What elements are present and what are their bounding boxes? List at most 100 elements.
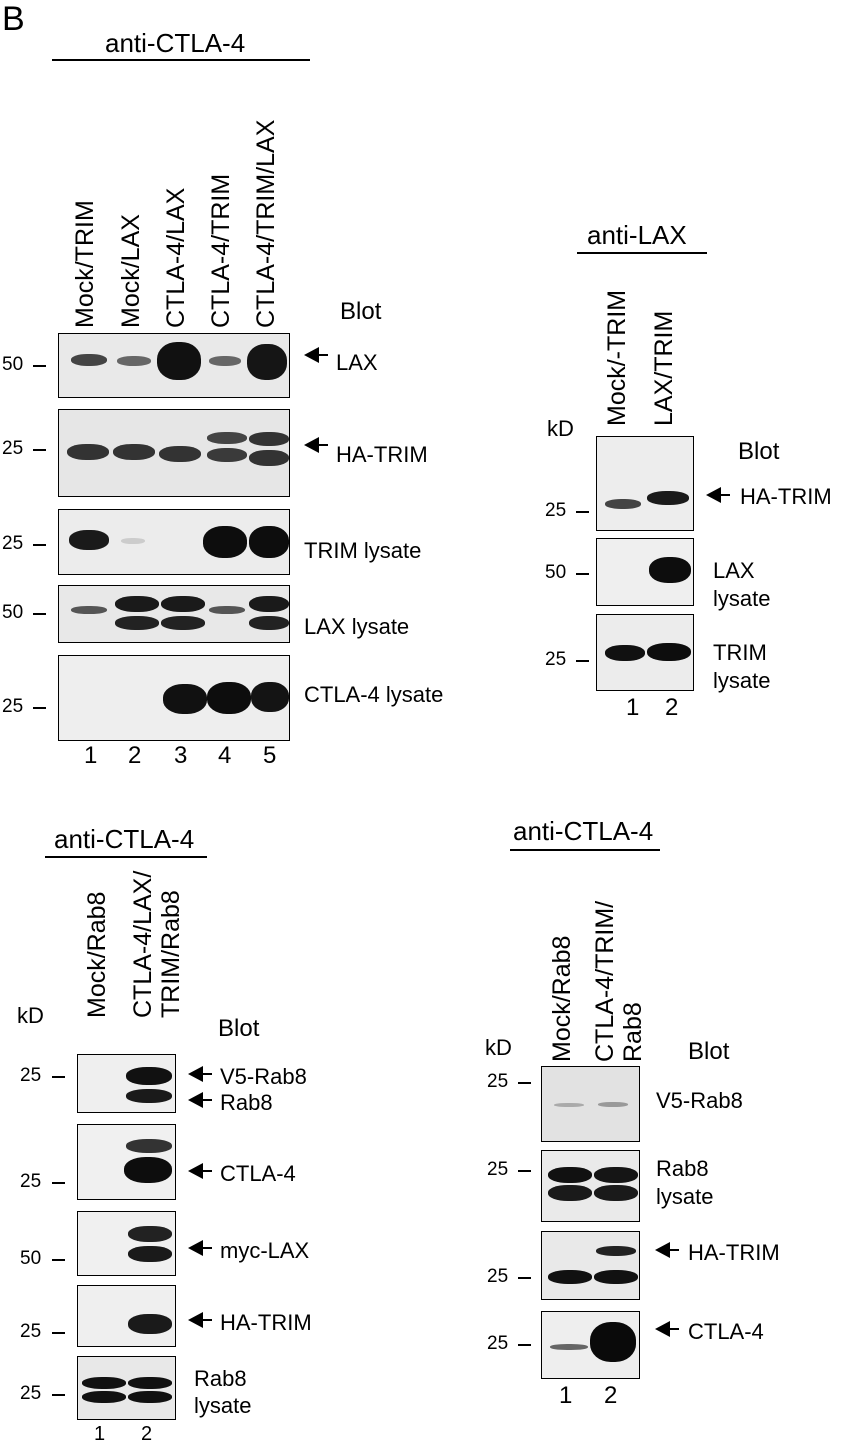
panel2-header-line [577, 252, 707, 254]
panel3-header-line [45, 856, 207, 858]
mw-marker: 25 [487, 1266, 509, 1287]
panel4-blot-label: Blot [688, 1038, 730, 1065]
panel3-lane-label-2a: CTLA-4/LAX/ [129, 870, 157, 1018]
arrow-icon [188, 1240, 212, 1256]
panel1-lane-number-5: 5 [263, 742, 277, 769]
panel2-row-label-trim: TRIM [713, 640, 767, 665]
mw-marker: 25 [545, 649, 567, 670]
panel2-lane-number-1: 1 [626, 694, 640, 721]
arrow-icon [188, 1066, 212, 1082]
mw-tick [518, 1277, 531, 1279]
mw-marker: 25 [20, 1321, 42, 1342]
panel1-blot-label: Blot [340, 298, 382, 325]
panel3-lane-number-1: 1 [94, 1423, 106, 1445]
mw-marker: 25 [20, 1065, 42, 1086]
mw-tick [576, 511, 589, 513]
panel1-row-label-lax-lysate: LAX lysate [304, 614, 410, 639]
mw-tick [576, 573, 589, 575]
panel2-row-label-trim-2: lysate [713, 668, 771, 693]
mw-tick [52, 1259, 65, 1261]
mw-marker: 25 [545, 500, 567, 521]
panel4-lane-label-2b: Rab8 [619, 1002, 647, 1062]
panel3-lane-label-2b: TRIM/Rab8 [157, 890, 185, 1018]
panel4-header: anti-CTLA-4 [513, 816, 654, 846]
panel3-row-label-myc-lax: myc-LAX [220, 1238, 310, 1263]
mw-marker: 50 [20, 1248, 42, 1269]
panel3-row-label-ctla4: CTLA-4 [220, 1161, 296, 1186]
arrow-icon [304, 437, 328, 453]
mw-tick [33, 544, 46, 546]
blot-panel3-rab8-lysate [77, 1356, 176, 1420]
mw-tick [518, 1082, 531, 1084]
panel3-row-label-rab8-lysate: Rab8 [194, 1366, 247, 1391]
panel1-header: anti-CTLA-4 [105, 28, 246, 58]
blot-panel3-myc-lax [77, 1211, 176, 1276]
blot-lax-lysate [58, 585, 290, 643]
panel1-row-label-lax: LAX [336, 350, 378, 375]
panel3-header: anti-CTLA-4 [54, 824, 195, 854]
panel3-lane-number-2: 2 [141, 1423, 153, 1445]
mw-marker: 50 [2, 354, 24, 375]
panel4-lane-number-2: 2 [604, 1382, 618, 1409]
panel1-row-label-trim-lysate: TRIM lysate [304, 538, 422, 563]
panel3-row-label-v5-rab8: V5-Rab8 [220, 1064, 307, 1089]
mw-tick [52, 1332, 65, 1334]
arrow-icon [188, 1163, 212, 1179]
mw-tick [33, 613, 46, 615]
mw-tick [52, 1182, 65, 1184]
panel1-lane-label-3: CTLA-4/LAX [162, 187, 190, 328]
panel2-row-label-lax: LAX [713, 558, 755, 583]
arrow-icon [655, 1321, 679, 1337]
panel1-lane-number-3: 3 [174, 742, 188, 769]
panel4-row-label-ctla4: CTLA-4 [688, 1319, 764, 1344]
panel4-header-line [510, 849, 660, 851]
panel4-lane-label-1: Mock/Rab8 [548, 935, 576, 1062]
panel2-row-label-ha-trim: HA-TRIM [740, 484, 832, 509]
blot-panel2-lax-lysate [596, 538, 694, 606]
mw-tick [33, 449, 46, 451]
arrow-icon [706, 487, 730, 503]
panel3-blot-label: Blot [218, 1015, 260, 1042]
panel2-lane-label-1: Mock/-TRIM [603, 289, 631, 426]
panel2-lane-number-2: 2 [665, 694, 679, 721]
mw-marker: 25 [2, 696, 24, 717]
panel1-lane-label-4: CTLA-4/TRIM [207, 173, 235, 328]
arrow-icon [188, 1312, 212, 1328]
blot-panel2-trim-lysate [596, 614, 694, 691]
blot-lax [58, 333, 290, 398]
panel2-blot-label: Blot [738, 438, 780, 465]
panel2-header: anti-LAX [587, 220, 687, 250]
blot-trim-lysate [58, 509, 290, 575]
mw-tick [52, 1394, 65, 1396]
panel1-row-label-ha-trim: HA-TRIM [336, 442, 428, 467]
arrow-icon [655, 1242, 679, 1258]
panel3-lane-label-1: Mock/Rab8 [83, 891, 111, 1018]
panel1-lane-number-4: 4 [218, 742, 232, 769]
blot-panel2-ha-trim [596, 436, 694, 531]
panel1-lane-number-1: 1 [84, 742, 98, 769]
mw-tick [518, 1344, 531, 1346]
blot-ctla4-lysate [58, 655, 290, 741]
panel2-lane-label-2: LAX/TRIM [650, 310, 678, 426]
mw-marker: 25 [20, 1383, 42, 1404]
panel1-lane-label-1: Mock/TRIM [71, 200, 99, 328]
panel3-row-label-rab8-lysate-2: lysate [194, 1393, 252, 1418]
mw-tick [576, 660, 589, 662]
panel4-row-label-rab8-2: lysate [656, 1184, 714, 1209]
mw-tick [518, 1170, 531, 1172]
mw-marker: 50 [2, 602, 24, 623]
panel1-row-label-ctla4-lysate: CTLA-4 lysate [304, 682, 444, 707]
panel2-kd-label: kD [547, 416, 574, 441]
mw-tick [52, 1076, 65, 1078]
panel1-lane-number-2: 2 [128, 742, 142, 769]
panel3-row-label-ha-trim: HA-TRIM [220, 1310, 312, 1335]
panel1-lane-label-2: Mock/LAX [117, 214, 145, 328]
mw-marker: 25 [2, 533, 24, 554]
mw-marker: 25 [487, 1071, 509, 1092]
arrow-icon [188, 1092, 212, 1108]
panel1-header-line [52, 59, 310, 61]
panel4-kd-label: kD [485, 1035, 512, 1060]
panel2-row-label-lax-2: lysate [713, 586, 771, 611]
blot-panel4-v5-rab8 [541, 1066, 640, 1142]
mw-marker: 50 [545, 562, 567, 583]
